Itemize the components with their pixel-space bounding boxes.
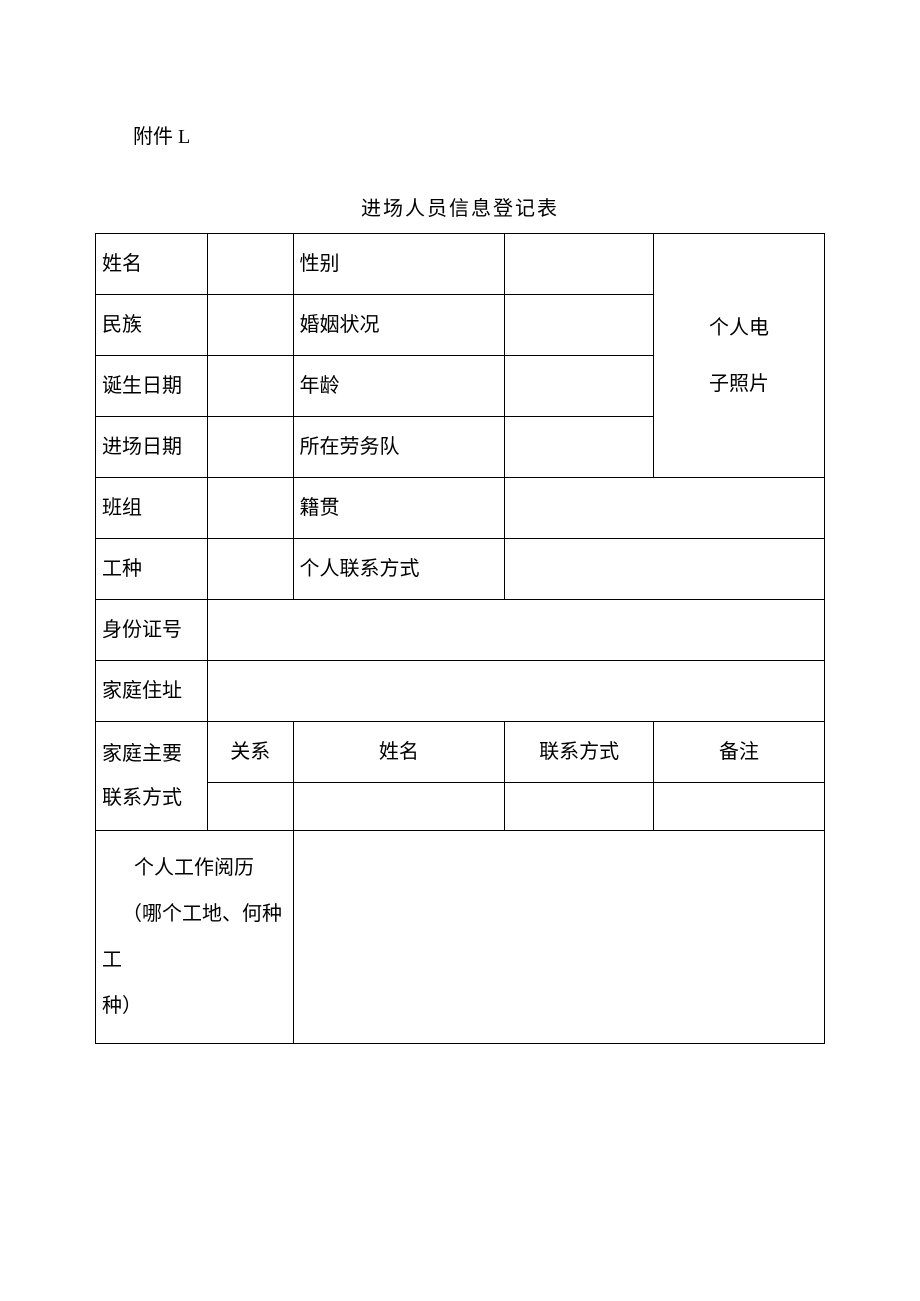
attachment-label: 附件 L: [95, 115, 825, 159]
registration-table: 姓名 性别 个人电 子照片 民族 婚姻状况 诞生日期 年龄 进场日期 所在劳务队…: [95, 233, 825, 1044]
table-row: 家庭住址: [96, 661, 825, 722]
label-team-group: 班组: [96, 478, 208, 539]
work-history-line2: （哪个工地、何种工: [102, 891, 287, 983]
value-name: [207, 234, 293, 295]
value-family-relation: [207, 783, 293, 831]
value-gender: [505, 234, 654, 295]
table-row: 班组 籍贯: [96, 478, 825, 539]
photo-cell: 个人电 子照片: [653, 234, 824, 478]
label-labor-team: 所在劳务队: [293, 417, 505, 478]
value-work-type: [207, 539, 293, 600]
label-name: 姓名: [96, 234, 208, 295]
label-ethnicity: 民族: [96, 295, 208, 356]
value-personal-contact: [505, 539, 825, 600]
table-row: 工种 个人联系方式: [96, 539, 825, 600]
label-age: 年龄: [293, 356, 505, 417]
work-history-line3: 种）: [102, 983, 287, 1029]
value-family-name: [293, 783, 505, 831]
label-work-type: 工种: [96, 539, 208, 600]
table-row: 身份证号: [96, 600, 825, 661]
label-native-place: 籍贯: [293, 478, 505, 539]
table-row: 个人工作阅历 （哪个工地、何种工 种）: [96, 831, 825, 1044]
value-entry-date: [207, 417, 293, 478]
form-title: 进场人员信息登记表: [95, 187, 825, 231]
value-team-group: [207, 478, 293, 539]
label-personal-contact: 个人联系方式: [293, 539, 505, 600]
label-id-number: 身份证号: [96, 600, 208, 661]
label-relation: 关系: [207, 722, 293, 783]
label-remarks: 备注: [653, 722, 824, 783]
label-home-address: 家庭住址: [96, 661, 208, 722]
value-work-history: [293, 831, 825, 1044]
label-entry-date: 进场日期: [96, 417, 208, 478]
label-contact-name: 姓名: [293, 722, 505, 783]
table-row: 姓名 性别 个人电 子照片: [96, 234, 825, 295]
value-native-place: [505, 478, 825, 539]
label-work-history: 个人工作阅历 （哪个工地、何种工 种）: [96, 831, 294, 1044]
label-family-contact: 家庭主要联系方式: [96, 722, 208, 831]
value-home-address: [207, 661, 824, 722]
label-marital-status: 婚姻状况: [293, 295, 505, 356]
value-birth-date: [207, 356, 293, 417]
value-marital-status: [505, 295, 654, 356]
value-ethnicity: [207, 295, 293, 356]
photo-label-line1: 个人电: [709, 317, 769, 339]
value-family-remarks: [653, 783, 824, 831]
photo-label-line2: 子照片: [709, 373, 769, 395]
work-history-line1: 个人工作阅历: [102, 845, 287, 891]
value-age: [505, 356, 654, 417]
value-family-contact: [505, 783, 654, 831]
value-id-number: [207, 600, 824, 661]
label-gender: 性别: [293, 234, 505, 295]
label-birth-date: 诞生日期: [96, 356, 208, 417]
table-row: 家庭主要联系方式 关系 姓名 联系方式 备注: [96, 722, 825, 783]
label-contact-method: 联系方式: [505, 722, 654, 783]
value-labor-team: [505, 417, 654, 478]
